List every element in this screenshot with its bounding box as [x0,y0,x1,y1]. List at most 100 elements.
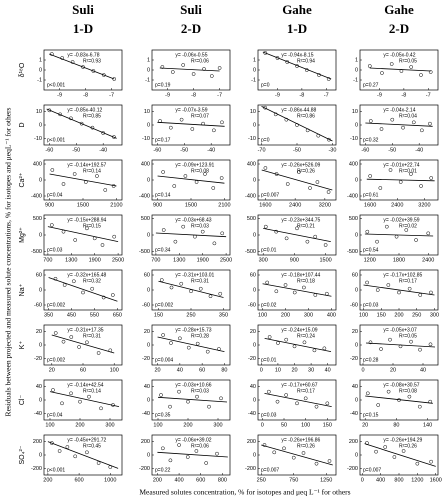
annotation: p=0 [261,137,270,143]
x-tick-label: 1500 [77,202,89,208]
y-tick-label: -20 [142,356,150,362]
annotation: y= -0.05x-0.42 [383,52,415,58]
x-tick-label: 250 [257,477,266,483]
point [292,344,297,349]
point [69,335,74,339]
annotation: p=0.002 [47,357,65,363]
y-tick-label: 0 [39,342,42,348]
x-tick-label: 200 [43,477,52,483]
y-tick-label: 60 [144,272,150,278]
annotation: R²=0.15 [83,223,101,229]
x-tick-label: 3200 [319,202,331,208]
point [194,449,199,453]
y-tick-label: -500 [245,249,256,255]
trend-line [261,169,333,191]
y-tick-label: 0 [253,287,256,293]
y-tick-label: -10 [34,136,42,142]
point [263,166,268,170]
annotation: p=0.61 [363,192,379,198]
point [212,241,217,246]
x-tick-label: 2500 [220,257,232,263]
annotation: p=0.01 [261,247,277,253]
point [177,389,181,394]
point [397,290,401,295]
y-tick-label: -200 [245,466,256,472]
annotation: R²=0.24 [297,333,315,339]
annotation: y= -0.06x-0.55 [175,52,207,58]
point [295,401,299,406]
trend-line [157,121,225,127]
trend-line [363,284,435,296]
x-tick-label: 60 [199,367,205,373]
point [274,289,279,294]
trend-line [158,280,224,298]
annotation: y= -0.28x+15.73 [175,327,211,333]
x-tick-label: 1900 [197,257,209,263]
annotation: y= -0.45x+291.72 [67,437,106,443]
x-tick-label: 1300 [173,257,185,263]
y-tick-label: 0 [355,122,358,128]
column-dim: 1-D [287,21,307,36]
point [263,224,268,229]
x-tick-label: 1200 [364,257,376,263]
point [303,396,308,401]
annotation: y= -0.85x-40.12 [67,107,102,113]
y-tick-label: 40 [36,384,42,390]
column-dim: 2-D [389,21,409,36]
annotation: p=0.14 [155,192,171,198]
x-tick-label: 1500 [185,202,197,208]
x-tick-label: 400 [327,312,336,318]
y-tick-label: 40 [250,384,256,390]
x-tick-label: 2100 [110,202,122,208]
annotation: p=0.004 [155,357,173,363]
point [204,461,209,465]
y-tick-label: 0 [355,177,358,183]
annotation: R²=0.05 [399,58,417,64]
annotation: R²=0.02 [399,223,417,229]
y-tick-label: 60 [250,272,256,278]
point [266,389,271,394]
y-tick-label: 40 [144,384,150,390]
x-tick-label: 20 [362,422,368,428]
y-tick-label: -200 [347,466,358,472]
x-tick-label: 300 [430,312,439,318]
trend-line [48,277,118,302]
annotation: R²=0.86 [297,113,315,119]
y-tick-label: 20 [144,329,150,335]
point [172,184,177,188]
y-tick-label: 0 [355,452,358,458]
x-tick-label: 900 [290,257,299,263]
point [365,391,370,396]
point [220,231,225,236]
column-dim: 2-D [181,21,201,36]
x-tick-label: 0 [261,422,264,428]
y-tick-label: 0 [147,232,150,238]
y-tick-label: 20 [36,329,42,335]
x-tick-label: 20 [390,367,396,373]
x-tick-label: -8 [191,92,196,98]
x-tick-label: -7 [324,92,329,98]
y-tick-label: 0 [253,342,256,348]
annotation: y= -0.01x+22.74 [383,162,419,168]
y-tick-label: 10 [144,109,150,115]
y-tick-label: 0 [355,232,358,238]
point [267,335,272,339]
x-tick-label: -40 [415,147,423,153]
annotation: y= -0.23x+344.75 [281,217,320,223]
annotation: y= -0.26x+526.09 [281,162,320,168]
x-tick-label: 300 [259,257,268,263]
point [103,188,108,192]
annotation: y= -0.06x+39.02 [175,437,211,443]
x-tick-label: 300 [213,422,222,428]
annotation: R²=0.08 [191,168,209,174]
x-tick-label: 2400 [391,202,403,208]
point [85,450,89,455]
point [379,127,384,131]
y-tick-label: 400 [349,161,358,167]
point [374,449,378,454]
column-site: Suli [72,2,94,17]
trend-line [365,342,436,348]
point [301,451,306,455]
x-tick-label: -7 [109,92,114,98]
point [295,226,299,231]
